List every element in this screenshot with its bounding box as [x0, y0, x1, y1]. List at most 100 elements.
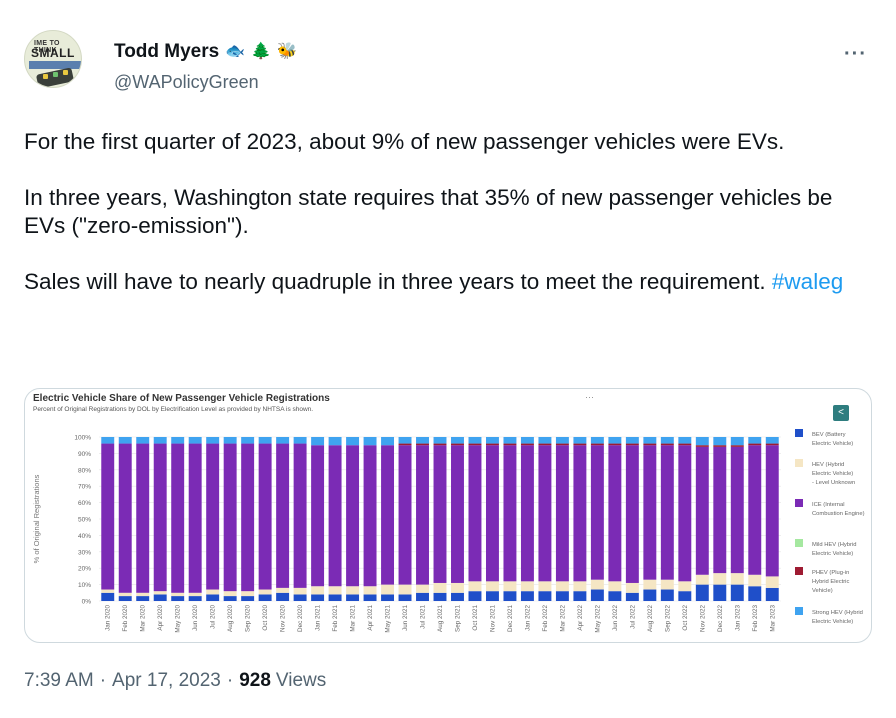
bar-segment — [346, 437, 360, 446]
bar-segment — [555, 591, 569, 601]
bar-segment — [416, 592, 429, 601]
x-tick-label: Jul 2021 — [420, 605, 427, 629]
legend-swatch — [795, 429, 803, 437]
bar-segment — [590, 589, 604, 601]
bar-segment — [555, 443, 569, 446]
bar-segment — [695, 437, 709, 446]
bar-segment — [748, 586, 762, 601]
bar-segment — [433, 445, 447, 583]
x-tick-label: Mar 2023 — [769, 605, 776, 632]
bar-segment — [101, 592, 115, 601]
bar-segment — [503, 445, 517, 582]
x-tick-label: Nov 2022 — [699, 605, 706, 632]
x-tick-label: Dec 2022 — [717, 605, 724, 632]
avatar[interactable]: IME TO THINK SMALL — [24, 30, 82, 88]
x-tick-label: Oct 2022 — [682, 605, 689, 631]
tweet-paragraph-1: For the first quarter of 2023, about 9% … — [24, 129, 785, 154]
chart-menu-icon[interactable]: ··· — [585, 392, 594, 402]
tweet-paragraph-3: Sales will have to nearly quadruple in t… — [24, 268, 874, 296]
x-tick-label: Mar 2022 — [559, 605, 566, 632]
bar-segment — [136, 437, 150, 444]
bar-segment — [328, 437, 342, 446]
bar-segment — [276, 587, 290, 593]
x-tick-label: Jun 2020 — [192, 605, 199, 631]
bar-segment — [451, 445, 464, 583]
bar-segment — [643, 579, 657, 590]
chart-title: Electric Vehicle Share of New Passenger … — [33, 393, 330, 404]
bar-segment — [538, 591, 552, 601]
bar-segment — [695, 574, 709, 585]
display-name[interactable]: Todd Myers — [114, 41, 220, 62]
bar-segment — [468, 581, 482, 592]
bar-segment — [398, 443, 412, 446]
bar-segment — [678, 581, 692, 592]
bar-segment — [678, 437, 692, 444]
bar-segment — [538, 443, 552, 446]
bar-segment — [118, 437, 132, 444]
x-tick-label: Apr 2022 — [577, 605, 584, 631]
legend-swatch — [795, 567, 803, 575]
separator: · — [99, 670, 107, 691]
y-tick-label: 60% — [78, 500, 91, 507]
x-tick-label: Jan 2023 — [734, 605, 741, 631]
bar-segment — [520, 591, 534, 601]
author-handle[interactable]: @WAPolicyGreen — [114, 72, 259, 92]
bar-segment — [241, 596, 255, 601]
more-options-icon[interactable]: ··· — [844, 43, 867, 65]
x-tick-label: Dec 2020 — [297, 605, 304, 632]
bar-segment — [485, 445, 499, 582]
bar-segment — [311, 437, 325, 446]
bar-segment — [608, 445, 622, 582]
bar-segment — [241, 443, 255, 592]
chart-svg: 0% 10% 20% 30% 40% 50% 60% 70% 80% 90% 100% % of Or… — [32, 429, 865, 633]
y-tick-label: 90% — [78, 451, 91, 458]
author-name-row[interactable]: Todd Myers 🐟 🌲 🐝 — [114, 40, 297, 64]
bar-segment — [573, 581, 587, 592]
tweet-text: For the first quarter of 2023, about 9% … — [24, 128, 874, 324]
tweet-time[interactable]: 7:39 AM — [24, 670, 94, 691]
bar-segment — [293, 594, 307, 601]
bar-segment — [346, 586, 360, 595]
bar-segment — [503, 591, 517, 601]
avatar-device — [35, 67, 75, 87]
x-tick-label: May 2020 — [175, 605, 182, 633]
bar-segment — [433, 582, 447, 593]
bar-segment — [765, 443, 779, 446]
bar-segment — [293, 437, 307, 444]
x-tick-label: Apr 2020 — [157, 605, 164, 631]
x-tick-label: Aug 2020 — [227, 605, 234, 632]
x-tick-label: May 2022 — [594, 605, 601, 633]
tweet-date[interactable]: Apr 17, 2023 — [112, 670, 221, 691]
avatar-text-main: SMALL — [31, 46, 75, 60]
bar-segment — [625, 445, 639, 583]
bar-segment — [188, 443, 202, 593]
bar-segment — [678, 445, 692, 582]
bar-segment — [538, 445, 552, 582]
media-card[interactable]: Electric Vehicle Share of New Passenger … — [24, 388, 872, 643]
avatar-text-top: IME TO THINK — [34, 40, 60, 54]
bee-emoji: 🐝 — [277, 43, 297, 60]
bar-segment — [311, 445, 325, 587]
legend-label: BEV (Battery Electric Vehicle) — [812, 432, 853, 447]
bar-segment — [573, 445, 587, 582]
bar-segment — [101, 589, 115, 593]
bar-segment — [538, 581, 552, 592]
bar-segment — [643, 445, 657, 580]
bar-segment — [416, 445, 429, 585]
bar-segment — [241, 591, 255, 597]
bar-segment — [153, 437, 167, 444]
legend-swatch — [795, 499, 803, 507]
share-icon[interactable]: < — [833, 405, 849, 421]
y-tick-label: 100% — [74, 435, 91, 442]
bar-segment — [765, 445, 779, 577]
views-count: 928 — [239, 670, 271, 691]
bar-segment — [118, 596, 132, 601]
x-tick-label: Sep 2022 — [664, 605, 671, 632]
tweet-footer: 7:39 AM · Apr 17, 2023 · 928 Views — [24, 670, 326, 692]
bar-segment — [555, 437, 569, 444]
bar-segment — [153, 591, 167, 595]
bar-segment — [678, 591, 692, 601]
bar-segment — [101, 443, 115, 590]
hashtag-link[interactable]: #waleg — [771, 269, 844, 294]
bar-segment — [171, 596, 185, 601]
